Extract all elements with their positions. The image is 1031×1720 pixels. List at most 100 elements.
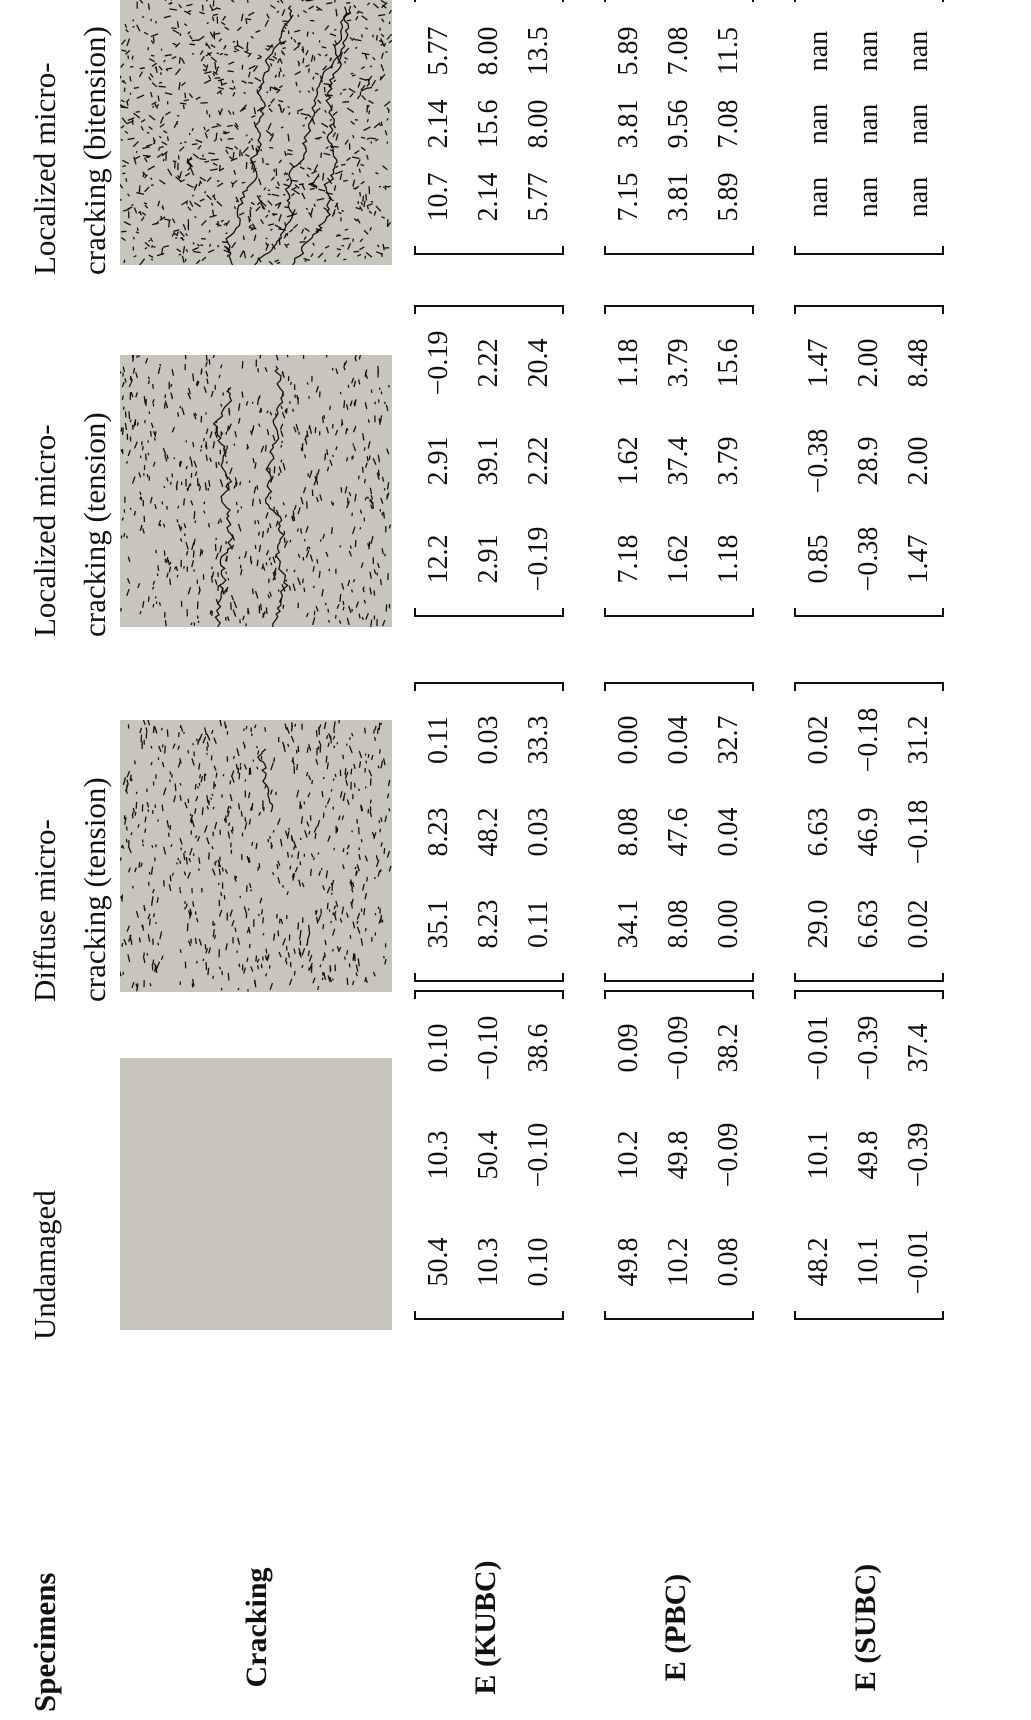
bracket-left: [794, 1311, 944, 1320]
row-label: E (SUBC): [849, 1563, 882, 1692]
column-header: cracking (bitension): [77, 26, 112, 275]
matrix-entry: 7.08: [663, 26, 694, 76]
crack-image: [120, 0, 392, 265]
matrix-entry: −0.18: [853, 707, 884, 773]
matrix-entry: 10.2: [613, 1130, 644, 1180]
specimen: [120, 0, 392, 265]
matrix-entry: 0.11: [423, 716, 454, 764]
matrix-entry: 11.5: [713, 27, 744, 75]
matrix-entry: 8.23: [473, 899, 504, 949]
bracket-right: [604, 0, 754, 2]
matrix-entry: 2.22: [473, 338, 504, 388]
matrix-entry: 37.4: [663, 436, 694, 486]
matrix-entry: 38.2: [713, 1023, 744, 1073]
matrix-entry: 39.1: [473, 436, 504, 486]
bracket-right: [414, 305, 564, 314]
matrix: 29.0 6.63 0.02 6.63 46.9 −0.18 0.02 −0.18 31.2: [794, 682, 944, 982]
column-header: cracking (tension): [77, 777, 112, 1002]
matrix-entry: 0.10: [423, 1023, 454, 1073]
column-header: cracking (tension): [77, 412, 112, 637]
bracket-right: [794, 682, 944, 691]
matrix-entry: −0.10: [473, 1015, 504, 1081]
bracket-left: [414, 608, 564, 617]
crack-image: [120, 1058, 392, 1330]
row-label: E (KUBC): [469, 1560, 502, 1695]
bracket-right: [414, 0, 564, 2]
matrix-entry: 5.89: [613, 26, 644, 76]
matrix-entry: nan: [853, 30, 884, 72]
header-label: Specimens: [27, 1572, 62, 1713]
matrix-entry: 0.03: [473, 715, 504, 765]
matrix-entry: 1.18: [613, 338, 644, 388]
matrix-entry: 48.2: [803, 1237, 834, 1287]
bracket-left: [794, 608, 944, 617]
specimen: [120, 355, 392, 627]
bracket-left: [604, 246, 754, 255]
matrix-entry: 48.2: [473, 807, 504, 857]
cracks: [120, 720, 392, 992]
bracket-right: [794, 305, 944, 314]
matrix: 0.85 −0.38 1.47 −0.38 28.9 2.00 1.47 2.00 8.48: [794, 305, 944, 617]
matrix: 12.2 2.91 −0.19 2.91 39.1 2.22 −0.19 2.22 20.4: [414, 305, 564, 617]
bracket-right: [604, 305, 754, 314]
matrix-entry: −0.39: [853, 1015, 884, 1081]
specimen: [120, 720, 392, 992]
matrix-entry: 28.9: [853, 436, 884, 486]
matrix-entry: 2.00: [853, 338, 884, 388]
cracks: [120, 0, 392, 265]
matrix-entry: 0.09: [613, 1023, 644, 1073]
matrix-entry: 2.91: [473, 534, 504, 584]
column-header: Localized micro-: [27, 62, 62, 275]
matrix: 34.1 8.08 0.00 8.08 47.6 0.04 0.00 0.04 32.7: [604, 682, 754, 982]
matrix: 48.2 10.1 −0.01 10.1 49.8 −0.39 −0.01 −0.39 37.4: [794, 990, 944, 1320]
matrix-entry: 49.8: [663, 1130, 694, 1180]
crack-image: [120, 355, 392, 627]
matrix-entry: 1.18: [713, 534, 744, 584]
row-label: Cracking: [240, 1567, 273, 1688]
matrix-entry: 38.6: [523, 1023, 554, 1073]
matrix-entry: 3.79: [663, 338, 694, 388]
bracket-left: [414, 1311, 564, 1320]
column-header: Localized micro-: [27, 424, 62, 637]
crack-image: [120, 720, 392, 992]
matrix: 7.18 1.62 1.18 1.62 37.4 3.79 1.18 3.79 15.6: [604, 305, 754, 617]
matrix-entry: 32.7: [713, 715, 744, 765]
matrix-entry: nan: [803, 30, 834, 72]
matrix-entry: 0.85: [803, 534, 834, 584]
bracket-left: [794, 246, 944, 255]
matrix-entry: 10.3: [423, 1130, 454, 1180]
matrix-entry: 0.04: [663, 715, 694, 765]
matrix-entry: 20.4: [523, 338, 554, 388]
matrix-entry: 13.5: [523, 26, 554, 76]
matrix-entry: 47.6: [663, 807, 694, 857]
matrix-entry: 2.91: [423, 436, 454, 486]
matrix-entry: −0.09: [713, 1122, 744, 1188]
matrix-entry: 0.00: [713, 899, 744, 949]
matrix-entry: 2.00: [903, 436, 934, 486]
matrix-entry: 0.00: [613, 715, 644, 765]
matrix-entry: 10.2: [663, 1237, 694, 1287]
matrix-entry: 8.08: [613, 807, 644, 857]
matrix-entry: 0.03: [523, 807, 554, 857]
matrix-entry: −0.01: [803, 1015, 834, 1081]
matrix-entry: 29.0: [803, 899, 834, 949]
bracket-left: [604, 973, 754, 982]
bracket-right: [414, 990, 564, 999]
matrix: nan nan nan nan nan nan nan nan nan: [794, 0, 944, 255]
matrix-entry: 33.3: [523, 715, 554, 765]
matrix-entry: 50.4: [423, 1237, 454, 1287]
bracket-left: [414, 246, 564, 255]
matrix-entry: 1.47: [903, 534, 934, 584]
matrix-entry: 37.4: [903, 1023, 934, 1073]
matrix-entry: 5.77: [423, 26, 454, 76]
matrix-entry: nan: [903, 30, 934, 72]
matrix-entry: −0.38: [803, 428, 834, 494]
matrix-entry: 0.04: [713, 807, 744, 857]
matrix-entry: −0.19: [523, 526, 554, 592]
matrix-entry: −0.39: [903, 1122, 934, 1188]
bracket-left: [414, 973, 564, 982]
matrix-entry: 7.18: [613, 534, 644, 584]
matrix-entry: 31.2: [903, 715, 934, 765]
matrix-entry: 49.8: [613, 1237, 644, 1287]
